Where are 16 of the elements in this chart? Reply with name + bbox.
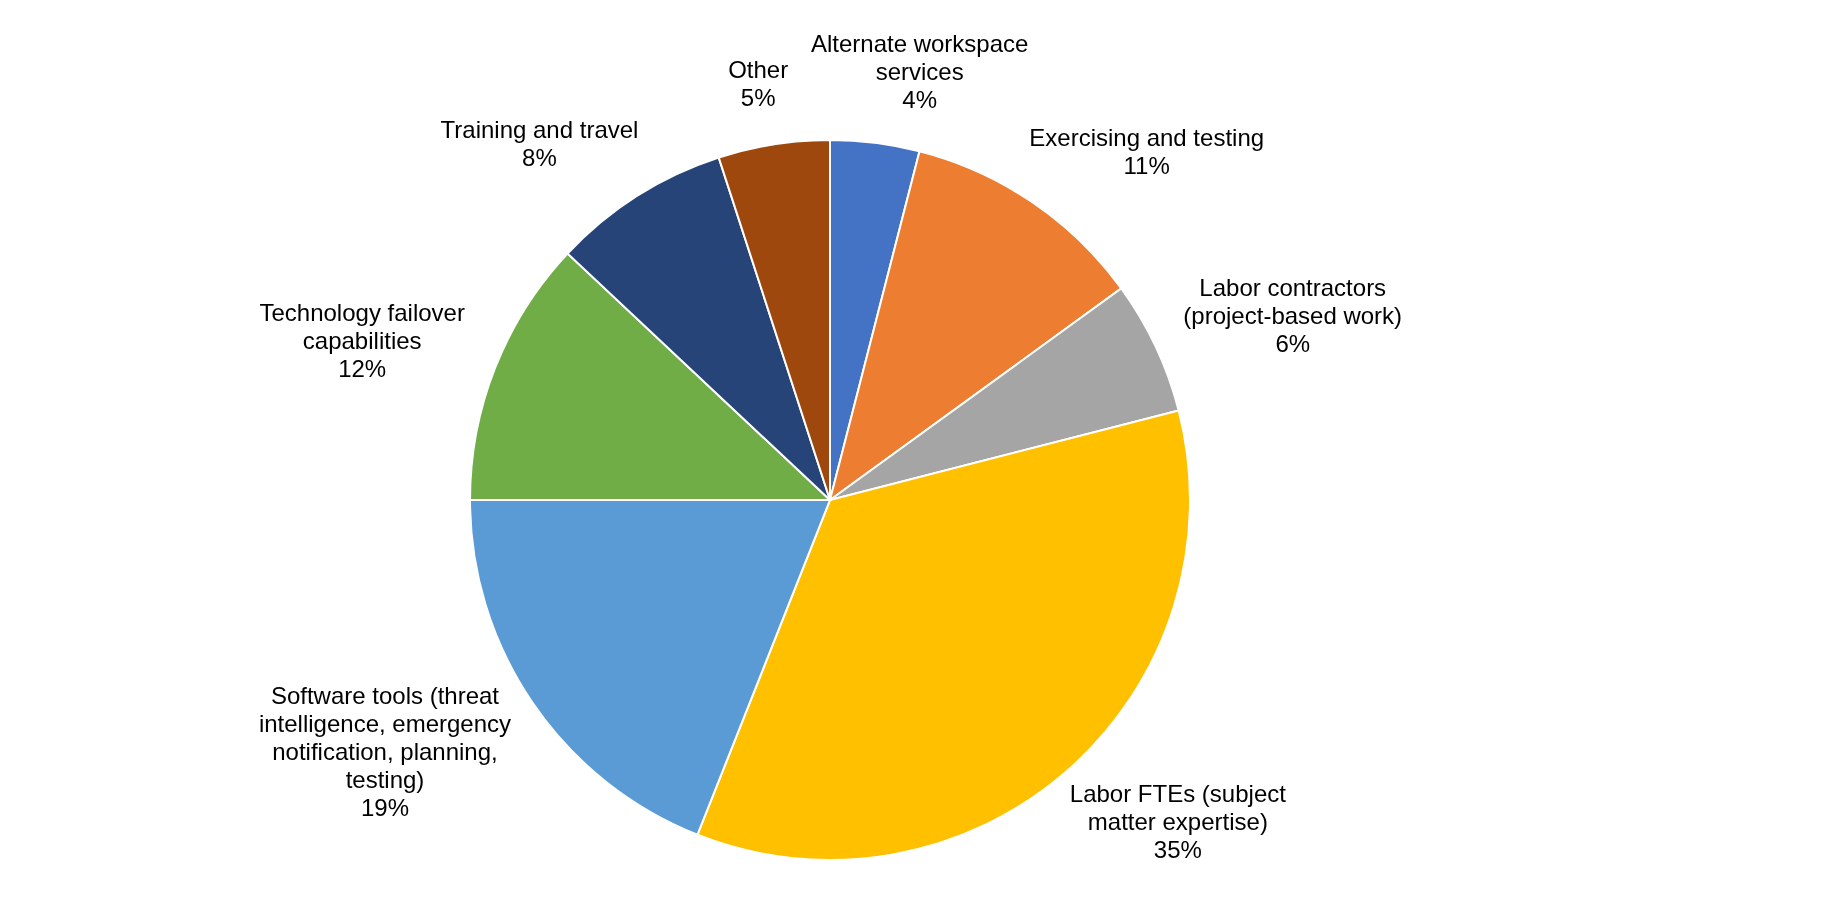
slice-label: Labor contractors (project-based work) — [1183, 273, 1403, 329]
data-label: 35% — [1153, 835, 1202, 863]
slice-label: Exercising and testing — [1029, 123, 1265, 151]
data-label: 4% — [902, 86, 938, 114]
slice-label: Labor FTEs (subject matter expertise) — [1069, 779, 1287, 835]
slice-label: Alternate workspace services — [810, 30, 1029, 86]
slice-label: Technology failover capabilities — [259, 298, 465, 354]
slice-label: Software tools (threat intelligence, emergency notification, planning, testing) — [258, 681, 512, 793]
data-label: 8% — [522, 144, 557, 172]
data-label: 12% — [338, 354, 387, 382]
data-label: 5% — [740, 84, 776, 112]
slice-label: Training and travel — [440, 116, 639, 144]
data-label: 11% — [1123, 151, 1170, 179]
data-label: 6% — [1275, 329, 1311, 357]
slice-label: Other — [728, 56, 789, 84]
data-label: 19% — [360, 793, 409, 821]
